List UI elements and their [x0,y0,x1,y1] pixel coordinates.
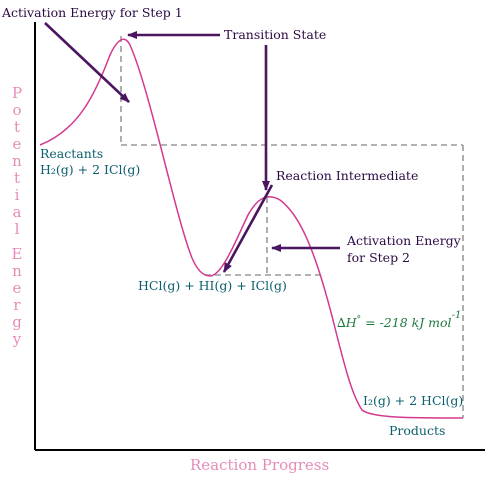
y-axis-title-letter: y [12,330,22,348]
y-axis-title-letter: e [13,279,22,297]
activation-step1-label: Activation Energy for Step 1 [1,5,183,20]
y-axis-title-letter: g [12,313,22,331]
reactants-formula: H₂(g) + 2 ICl(g) [40,162,140,177]
y-axis-title-letter: e [13,135,22,153]
y-axis-title-letter: a [13,203,22,221]
activation-step1-arrow [44,22,130,103]
y-axis-title-letter: l [15,220,20,238]
y-axis-title-letter: n [12,262,22,280]
enthalpy-H: H [345,315,358,330]
activation-step2-label-line1: Activation Energy [346,233,462,248]
enthalpy-exponent: -1 [452,310,462,321]
y-axis-title-letter: t [14,118,20,136]
y-axis-title-letter: E [12,245,23,263]
products-title: Products [389,423,445,438]
y-axis-title-letter: i [15,186,20,204]
energy-curve [39,38,464,419]
delta-symbol: ∆ [337,315,346,330]
activation-step2-label-line2: for Step 2 [347,250,410,265]
y-axis-title-letter: P [12,84,22,102]
arrows [44,22,340,273]
enthalpy-change-label: ∆H° = -218 kJ mol-1 [337,310,461,330]
enthalpy-degree: ° [357,315,362,325]
x-axis-title: Reaction Progress [190,456,329,474]
y-axis-title-letter: o [12,101,21,119]
reactants-title: Reactants [40,146,103,161]
reaction-intermediate-arrow-left [222,184,274,273]
reaction-intermediate-label: Reaction Intermediate [276,168,418,183]
enthalpy-value: = -218 kJ mol [361,315,451,330]
y-axis-title-letter: r [13,296,21,314]
products-formula: I₂(g) + 2 HCl(g) [363,393,463,408]
guide-lines [120,36,464,418]
y-axis-title-letter: n [12,152,22,170]
y-axis-title-letter: t [14,169,20,187]
transition-state-label: Transition State [224,27,326,42]
intermediate-formula: HCl(g) + HI(g) + ICl(g) [138,278,287,293]
